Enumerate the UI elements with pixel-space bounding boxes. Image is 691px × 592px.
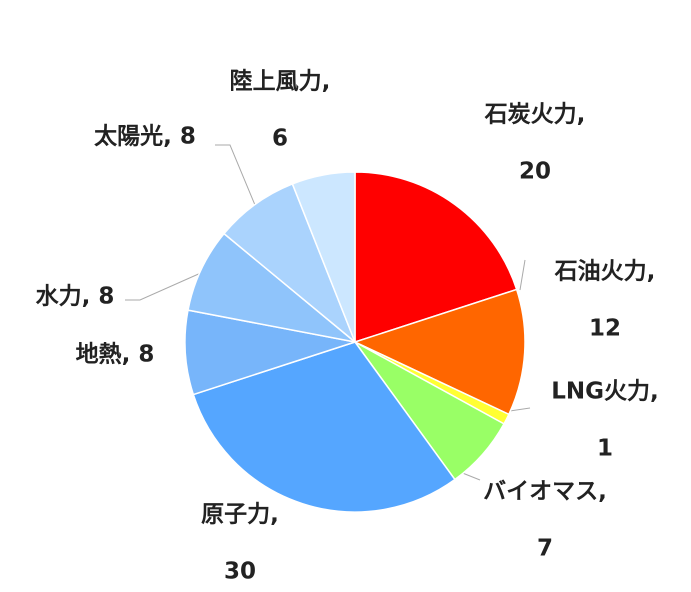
data-label: 太陽光, 8: [94, 124, 196, 150]
pie-slice: [354, 171, 518, 344]
data-label: LNG火力,: [551, 379, 659, 405]
data-label: 1: [597, 436, 613, 462]
data-label: 石炭火力,: [484, 102, 586, 128]
data-label: バイオマス,: [483, 479, 607, 505]
data-label: 6: [272, 126, 288, 152]
pie-slice: [291, 171, 356, 343]
data-label: 地熱, 8: [76, 342, 155, 368]
leader-line: [125, 271, 204, 301]
data-label: 石油火力,: [554, 259, 656, 285]
pie-slice: [192, 341, 456, 513]
data-label: 水力, 8: [36, 284, 115, 310]
leader-line: [519, 259, 526, 291]
data-label: 7: [537, 536, 553, 562]
data-label: 20: [519, 159, 551, 185]
data-label: 陸上風力,: [230, 69, 331, 95]
data-label: 原子力,: [201, 502, 279, 528]
pie-slice: [352, 288, 526, 416]
leader-line: [215, 144, 256, 206]
data-label: 12: [589, 316, 621, 342]
data-label: 30: [224, 559, 256, 585]
